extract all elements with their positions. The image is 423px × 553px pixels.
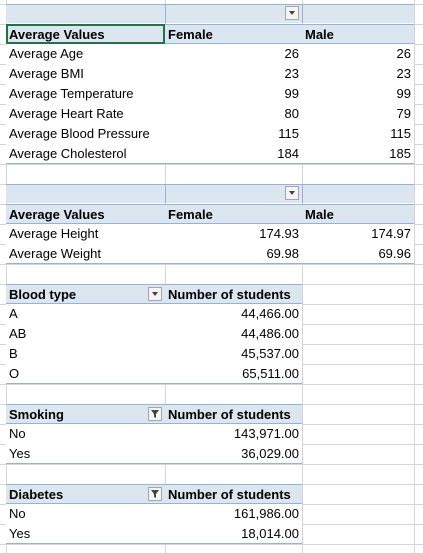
diabetes-row-value[interactable]: 161,986.00 <box>165 504 302 524</box>
blood-type-filter-dropdown[interactable] <box>148 287 162 301</box>
pivot1-female-value[interactable]: 80 <box>165 104 302 124</box>
pivot1-row-label[interactable]: Average Temperature <box>6 84 165 104</box>
pivot2-column-filter-dropdown[interactable] <box>285 186 299 200</box>
chevron-down-icon <box>289 11 295 15</box>
pivot1-male-value[interactable]: 185 <box>302 144 414 164</box>
pivot1-female-value[interactable]: 99 <box>165 84 302 104</box>
blood-type-header[interactable]: Blood type <box>6 284 165 304</box>
pivot1-male-value[interactable]: 23 <box>302 64 414 84</box>
blood-row-value[interactable]: 45,537.00 <box>165 344 302 364</box>
pivot1-row-label[interactable]: Average Cholesterol <box>6 144 165 164</box>
gridline <box>0 464 423 465</box>
smoking-value-header[interactable]: Number of students <box>165 404 302 424</box>
diabetes-value-header[interactable]: Number of students <box>165 484 302 504</box>
smoking-header[interactable]: Smoking <box>6 404 165 424</box>
pivot2-row-label[interactable]: Average Weight <box>6 244 165 264</box>
gridline <box>0 264 423 265</box>
pivot1-row-label[interactable]: Average Heart Rate <box>6 104 165 124</box>
pivot1-row-label[interactable]: Average Blood Pressure <box>6 124 165 144</box>
pivot1-female-value[interactable]: 23 <box>165 64 302 84</box>
blood-row-label[interactable]: A <box>6 304 165 324</box>
pivot2-female-value[interactable]: 174.93 <box>165 224 302 244</box>
blood-row-label[interactable]: B <box>6 344 165 364</box>
pivot2-male-value[interactable]: 69.96 <box>302 244 414 264</box>
pivot1-column-female[interactable]: Female <box>165 24 302 44</box>
pivot1-row-label[interactable]: Average BMI <box>6 64 165 84</box>
pivot2-column-male[interactable]: Male <box>302 204 414 224</box>
pivot2-column-female[interactable]: Female <box>165 204 302 224</box>
diabetes-filter-dropdown[interactable] <box>148 487 162 501</box>
pivot1-female-value[interactable]: 26 <box>165 44 302 64</box>
pivot1-column-filter-dropdown[interactable] <box>285 6 299 20</box>
blood-row-label[interactable]: AB <box>6 324 165 344</box>
pivot1-male-value[interactable]: 115 <box>302 124 414 144</box>
pivot1-filter-row <box>6 4 414 23</box>
chevron-down-icon <box>289 191 295 195</box>
diabetes-row-label[interactable]: Yes <box>6 524 165 544</box>
blood-row-value[interactable]: 65,511.00 <box>165 364 302 384</box>
gridline <box>165 0 166 553</box>
blood-type-value-header[interactable]: Number of students <box>165 284 302 304</box>
pivot1-male-value[interactable]: 79 <box>302 104 414 124</box>
smoking-row-value[interactable]: 36,029.00 <box>165 444 302 464</box>
pivot2-filter-row <box>6 184 414 203</box>
blood-row-label[interactable]: O <box>6 364 165 384</box>
pivot2-row-header[interactable]: Average Values <box>6 204 165 224</box>
gridline <box>0 544 423 545</box>
pivot1-row-label[interactable]: Average Age <box>6 44 165 64</box>
filter-icon <box>151 490 159 498</box>
blood-row-value[interactable]: 44,486.00 <box>165 324 302 344</box>
pivot1-male-value[interactable]: 26 <box>302 44 414 64</box>
smoking-row-value[interactable]: 143,971.00 <box>165 424 302 444</box>
pivot2-male-value[interactable]: 174.97 <box>302 224 414 244</box>
gridline <box>6 0 7 553</box>
diabetes-row-value[interactable]: 18,014.00 <box>165 524 302 544</box>
pivot1-female-value[interactable]: 115 <box>165 124 302 144</box>
blood-row-value[interactable]: 44,466.00 <box>165 304 302 324</box>
chevron-down-icon <box>152 292 158 296</box>
diabetes-header[interactable]: Diabetes <box>6 484 165 504</box>
gridline <box>0 384 423 385</box>
pivot2-row-label[interactable]: Average Height <box>6 224 165 244</box>
filter-icon <box>151 410 159 418</box>
pivot1-row-header[interactable]: Average Values <box>6 24 165 44</box>
pivot1-female-value[interactable]: 184 <box>165 144 302 164</box>
gridline <box>302 0 303 553</box>
gridline <box>0 164 423 165</box>
pivot1-male-value[interactable]: 99 <box>302 84 414 104</box>
smoking-filter-dropdown[interactable] <box>148 407 162 421</box>
smoking-row-label[interactable]: No <box>6 424 165 444</box>
smoking-row-label[interactable]: Yes <box>6 444 165 464</box>
pivot1-column-male[interactable]: Male <box>302 24 414 44</box>
gridline <box>414 0 415 553</box>
pivot2-female-value[interactable]: 69.98 <box>165 244 302 264</box>
diabetes-row-label[interactable]: No <box>6 504 165 524</box>
